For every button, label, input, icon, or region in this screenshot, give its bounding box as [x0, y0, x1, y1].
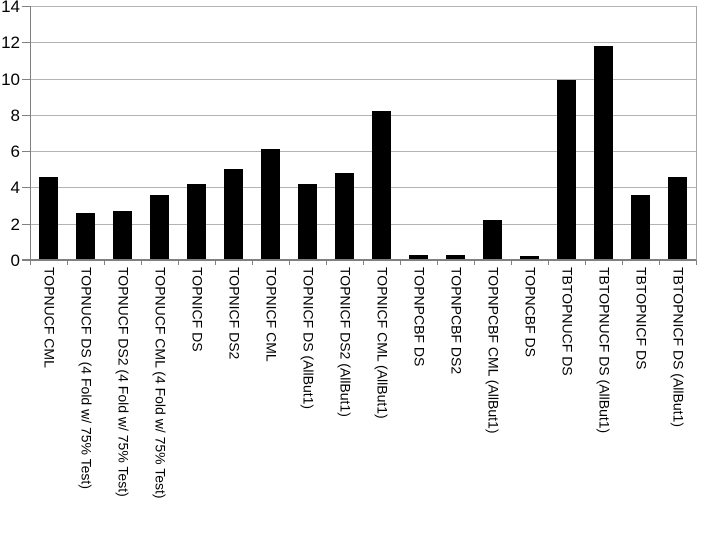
- y-axis-tick: [22, 79, 30, 80]
- bar: [39, 177, 58, 260]
- y-axis-tick-label: 6: [10, 142, 20, 161]
- gridline: [30, 224, 696, 225]
- y-axis-tick: [22, 115, 30, 116]
- x-category-label: TOPNUCF CML (4 Fold w/ 75% Test): [152, 267, 169, 499]
- x-category-label: TBTOPNUCF DS (AllBut1): [596, 267, 613, 434]
- x-category-label: TOPNPCBF DS: [411, 267, 428, 367]
- x-axis-tick: [215, 260, 216, 265]
- bar: [409, 255, 428, 260]
- x-axis-tick: [104, 260, 105, 265]
- y-axis-tick-label: 8: [10, 106, 20, 125]
- x-category-label: TBTOPNICF DS (AllBut1): [670, 267, 687, 427]
- bar: [631, 195, 650, 260]
- x-axis-tick: [289, 260, 290, 265]
- x-category-label: TOPNPCBF DS2: [448, 267, 465, 375]
- gridline: [30, 79, 696, 80]
- x-axis-tick: [400, 260, 401, 265]
- bar: [76, 213, 95, 260]
- x-axis-tick: [437, 260, 438, 265]
- x-axis-tick: [696, 260, 697, 265]
- x-axis-tick: [474, 260, 475, 265]
- y-axis-tick: [22, 6, 30, 7]
- bar: [113, 211, 132, 260]
- x-category-label: TOPNUCF DS2 (4 Fold w/ 75% Test): [115, 267, 132, 497]
- x-axis-tick: [141, 260, 142, 265]
- x-axis-tick: [326, 260, 327, 265]
- x-axis-tick: [178, 260, 179, 265]
- x-category-label: TOPNPCBF CML (AllBut1): [485, 267, 502, 434]
- bar: [224, 169, 243, 260]
- gridline: [30, 115, 696, 116]
- x-axis-line: [22, 259, 697, 261]
- bar: [372, 111, 391, 260]
- x-category-label: TBTOPNICF DS: [633, 267, 650, 370]
- x-category-label: TOPNICF DS (AllBut1): [300, 267, 317, 410]
- x-axis-tick: [252, 260, 253, 265]
- bar: [446, 255, 465, 260]
- bar: [483, 220, 502, 260]
- gridline: [30, 42, 696, 43]
- gridline: [30, 187, 696, 188]
- y-axis-tick: [22, 151, 30, 152]
- gridline: [30, 151, 696, 152]
- y-axis-tick: [22, 187, 30, 188]
- x-category-label: TOPNUCF DS (4 Fold w/ 75% Test): [78, 267, 95, 489]
- y-axis-tick-label: 2: [10, 215, 20, 234]
- y-axis-tick-label: 14: [1, 0, 20, 16]
- x-category-label: TOPNICF DS2 (AllBut1): [337, 267, 354, 417]
- x-category-label: TOPNICF CML (AllBut1): [374, 267, 391, 419]
- x-category-label: TOPNICF DS2: [226, 267, 243, 360]
- x-axis-tick: [585, 260, 586, 265]
- bar: [335, 173, 354, 260]
- y-axis-tick-label: 10: [1, 70, 20, 89]
- x-category-label: TOPNICF DS: [189, 267, 206, 352]
- bar: [557, 80, 576, 260]
- x-axis-tick: [67, 260, 68, 265]
- plot-right-border: [696, 6, 697, 260]
- bar: [298, 184, 317, 260]
- x-category-label: TOPNCBF DS: [522, 267, 539, 357]
- gridline: [30, 6, 696, 7]
- x-category-label: TOPNUCF CML: [41, 267, 58, 368]
- x-axis-tick: [548, 260, 549, 265]
- bar: [187, 184, 206, 260]
- y-axis-tick: [22, 224, 30, 225]
- y-axis-tick: [22, 42, 30, 43]
- x-axis-tick: [659, 260, 660, 265]
- y-axis-line: [30, 6, 31, 264]
- bar: [668, 177, 687, 260]
- y-axis-tick-label: 0: [10, 251, 20, 270]
- bar: [520, 256, 539, 260]
- y-axis-tick-label: 4: [10, 178, 20, 197]
- x-category-label: TBTOPNUCF DS: [559, 267, 576, 376]
- bar: [594, 46, 613, 260]
- y-axis-tick-label: 12: [1, 33, 20, 52]
- x-category-label: TOPNICF CML: [263, 267, 280, 362]
- x-axis-tick: [622, 260, 623, 265]
- x-axis-tick: [511, 260, 512, 265]
- x-axis-tick: [363, 260, 364, 265]
- bar: [150, 195, 169, 260]
- bar: [261, 149, 280, 260]
